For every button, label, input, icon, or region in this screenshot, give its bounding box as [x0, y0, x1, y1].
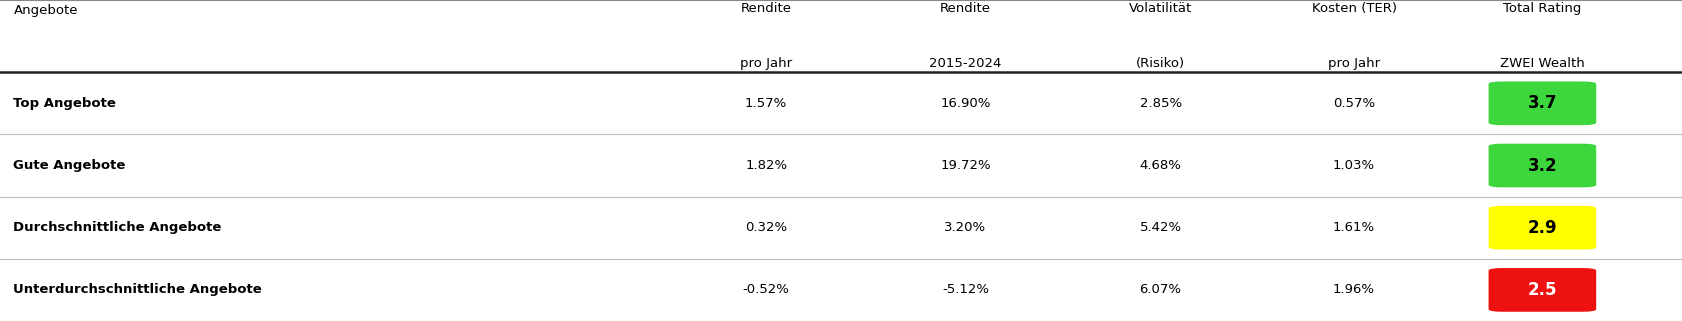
Text: Durchschnittliche Angebote: Durchschnittliche Angebote — [13, 221, 222, 234]
FancyBboxPatch shape — [1489, 268, 1596, 312]
Text: Angebote: Angebote — [13, 4, 77, 17]
FancyBboxPatch shape — [1489, 82, 1596, 125]
Text: 4.68%: 4.68% — [1140, 159, 1181, 172]
Text: (Risiko): (Risiko) — [1135, 57, 1186, 70]
Text: 3.7: 3.7 — [1527, 94, 1558, 112]
FancyBboxPatch shape — [1489, 206, 1596, 249]
Text: 5.42%: 5.42% — [1139, 221, 1182, 234]
Text: Rendite: Rendite — [740, 2, 792, 15]
Text: Top Angebote: Top Angebote — [13, 97, 116, 110]
Text: Unterdurchschnittliche Angebote: Unterdurchschnittliche Angebote — [13, 283, 262, 296]
Text: 3.20%: 3.20% — [944, 221, 987, 234]
Text: Kosten (TER): Kosten (TER) — [1312, 2, 1396, 15]
Text: 1.03%: 1.03% — [1332, 159, 1376, 172]
Text: 6.07%: 6.07% — [1140, 283, 1181, 296]
Text: 1.57%: 1.57% — [745, 97, 787, 110]
Text: -0.52%: -0.52% — [743, 283, 789, 296]
Text: 1.61%: 1.61% — [1332, 221, 1376, 234]
Text: 0.32%: 0.32% — [745, 221, 787, 234]
Text: 2015-2024: 2015-2024 — [928, 57, 1002, 70]
Text: 19.72%: 19.72% — [940, 159, 991, 172]
Text: -5.12%: -5.12% — [942, 283, 989, 296]
Text: 3.2: 3.2 — [1527, 157, 1558, 175]
Text: pro Jahr: pro Jahr — [1329, 57, 1379, 70]
Text: 2.9: 2.9 — [1527, 219, 1558, 237]
Text: 16.90%: 16.90% — [940, 97, 991, 110]
Text: 2.5: 2.5 — [1527, 281, 1558, 299]
FancyBboxPatch shape — [1489, 144, 1596, 187]
Text: 1.82%: 1.82% — [745, 159, 787, 172]
Text: pro Jahr: pro Jahr — [740, 57, 792, 70]
Text: Gute Angebote: Gute Angebote — [13, 159, 126, 172]
Text: ZWEI Wealth: ZWEI Wealth — [1500, 57, 1584, 70]
Text: Volatilität: Volatilität — [1129, 2, 1193, 15]
Text: Total Rating: Total Rating — [1504, 2, 1581, 15]
Text: 1.96%: 1.96% — [1334, 283, 1374, 296]
Text: Rendite: Rendite — [940, 2, 991, 15]
Text: 0.57%: 0.57% — [1332, 97, 1376, 110]
Text: 2.85%: 2.85% — [1139, 97, 1182, 110]
